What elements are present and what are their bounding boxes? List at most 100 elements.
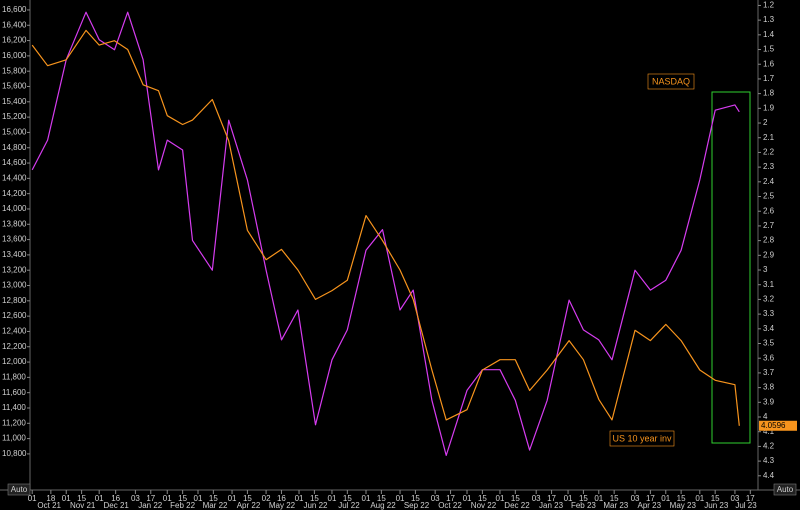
month-label: May 22 <box>269 501 296 510</box>
month-label: Jun 23 <box>704 501 729 510</box>
month-label: Mar 22 <box>203 501 228 510</box>
y2-tick-label: 3.7 <box>763 368 775 377</box>
x-tick-label: 16 <box>277 494 286 503</box>
x-tick-label: 03 <box>631 494 640 503</box>
x-tick-label: 01 <box>62 494 71 503</box>
y2-tick-label: 2.3 <box>763 162 775 171</box>
x-tick-label: 03 <box>131 494 140 503</box>
axis-mode-box[interactable] <box>7 483 31 496</box>
y-tick-label: 15,200 <box>2 112 27 121</box>
x-tick-label: 15 <box>478 494 487 503</box>
month-label: Jun 22 <box>303 501 328 510</box>
month-label: Oct 21 <box>37 501 61 510</box>
y-tick-label: 15,800 <box>2 66 27 75</box>
month-label: Apr 22 <box>237 501 261 510</box>
month-label: Aug 22 <box>370 501 396 510</box>
axis-mode-box[interactable] <box>773 483 797 496</box>
y2-tick-label: 4 <box>763 412 768 421</box>
month-label: Nov 22 <box>471 501 497 510</box>
y2-tick-label: 1.2 <box>763 1 775 10</box>
y-tick-label: 14,600 <box>2 158 27 167</box>
y-tick-label: 12,200 <box>2 342 27 351</box>
y2-tick-label: 3.9 <box>763 397 775 406</box>
x-tick-label: 17 <box>746 494 755 503</box>
x-tick-label: 01 <box>28 494 37 503</box>
y-tick-label: 14,400 <box>2 173 27 182</box>
y2-tick-label: 3.6 <box>763 353 775 362</box>
y-tick-label: 13,600 <box>2 235 27 244</box>
x-tick-label: 18 <box>46 494 55 503</box>
x-tick-label: 15 <box>310 494 319 503</box>
x-tick-label: 17 <box>446 494 455 503</box>
x-tick-label: 15 <box>579 494 588 503</box>
axis-mode[interactable]: Auto <box>777 485 794 494</box>
x-tick-label: 01 <box>163 494 172 503</box>
y-tick-label: 16,600 <box>2 5 27 14</box>
y2-tick-label: 3.4 <box>763 324 775 333</box>
y2-tick-label: 2 <box>763 118 768 127</box>
x-tick-label: 01 <box>594 494 603 503</box>
y2-tick-label: 1.9 <box>763 103 775 112</box>
y-tick-label: 10,800 <box>2 449 27 458</box>
y-tick-label: 11,200 <box>2 418 26 427</box>
month-label: Feb 22 <box>170 501 195 510</box>
legend-box <box>647 73 695 90</box>
legend-label: US 10 year inv <box>612 433 672 443</box>
x-tick-label: 17 <box>646 494 655 503</box>
x-tick-label: 15 <box>178 494 187 503</box>
x-tick-label: 01 <box>564 494 573 503</box>
y2-tick-label: 2.9 <box>763 250 775 259</box>
y-tick-label: 11,000 <box>2 434 26 443</box>
legend-label: NASDAQ <box>652 76 690 86</box>
y-tick-label: 15,400 <box>2 97 27 106</box>
month-label: Jul 22 <box>338 501 360 510</box>
y-tick-label: 13,400 <box>2 250 27 259</box>
y-tick-label: 12,800 <box>2 296 27 305</box>
value-tag <box>759 420 797 431</box>
x-tick-label: 15 <box>377 494 386 503</box>
month-label: Dec 22 <box>504 501 530 510</box>
y2-tick-label: 4.1 <box>763 427 775 436</box>
axis-mode[interactable]: Auto <box>11 485 28 494</box>
month-label: Nov 21 <box>70 501 96 510</box>
y-tick-label: 14,800 <box>2 143 27 152</box>
month-label: Sep 22 <box>404 501 430 510</box>
x-tick-label: 03 <box>730 494 739 503</box>
x-tick-label: 01 <box>95 494 104 503</box>
value-tag-label: 4.0596 <box>761 421 786 430</box>
x-tick-label: 01 <box>328 494 337 503</box>
y-tick-label: 16,400 <box>2 20 27 29</box>
x-tick-label: 01 <box>661 494 670 503</box>
x-tick-label: 03 <box>532 494 541 503</box>
x-tick-label: 01 <box>396 494 405 503</box>
y2-tick-label: 2.1 <box>763 133 775 142</box>
y2-tick-label: 2.7 <box>763 221 775 230</box>
x-tick-label: 01 <box>295 494 304 503</box>
month-label: Jul 23 <box>735 501 757 510</box>
series-line <box>31 11 740 456</box>
month-label: Jan 22 <box>138 501 163 510</box>
y2-tick-label: 3 <box>763 265 768 274</box>
x-tick-label: 15 <box>209 494 218 503</box>
month-label: May 23 <box>670 501 697 510</box>
x-tick-label: 01 <box>194 494 203 503</box>
x-tick-label: 15 <box>343 494 352 503</box>
y-tick-label: 11,600 <box>2 388 26 397</box>
month-label: Jan 23 <box>539 501 564 510</box>
y2-tick-label: 2.6 <box>763 206 775 215</box>
x-tick-label: 17 <box>547 494 556 503</box>
x-tick-label: 15 <box>711 494 720 503</box>
y2-tick-label: 1.7 <box>763 74 775 83</box>
x-tick-label: 01 <box>362 494 371 503</box>
y2-tick-label: 2.5 <box>763 192 775 201</box>
x-tick-label: 01 <box>695 494 704 503</box>
y-tick-label: 12,000 <box>2 357 27 366</box>
x-tick-label: 17 <box>146 494 155 503</box>
y2-tick-label: 2.2 <box>763 148 775 157</box>
y2-tick-label: 2.4 <box>763 177 775 186</box>
y2-tick-label: 4.2 <box>763 442 775 451</box>
y2-tick-label: 1.3 <box>763 15 775 24</box>
y2-tick-label: 3.5 <box>763 339 775 348</box>
month-label: Oct 22 <box>438 501 462 510</box>
y2-tick-label: 3.1 <box>763 280 775 289</box>
